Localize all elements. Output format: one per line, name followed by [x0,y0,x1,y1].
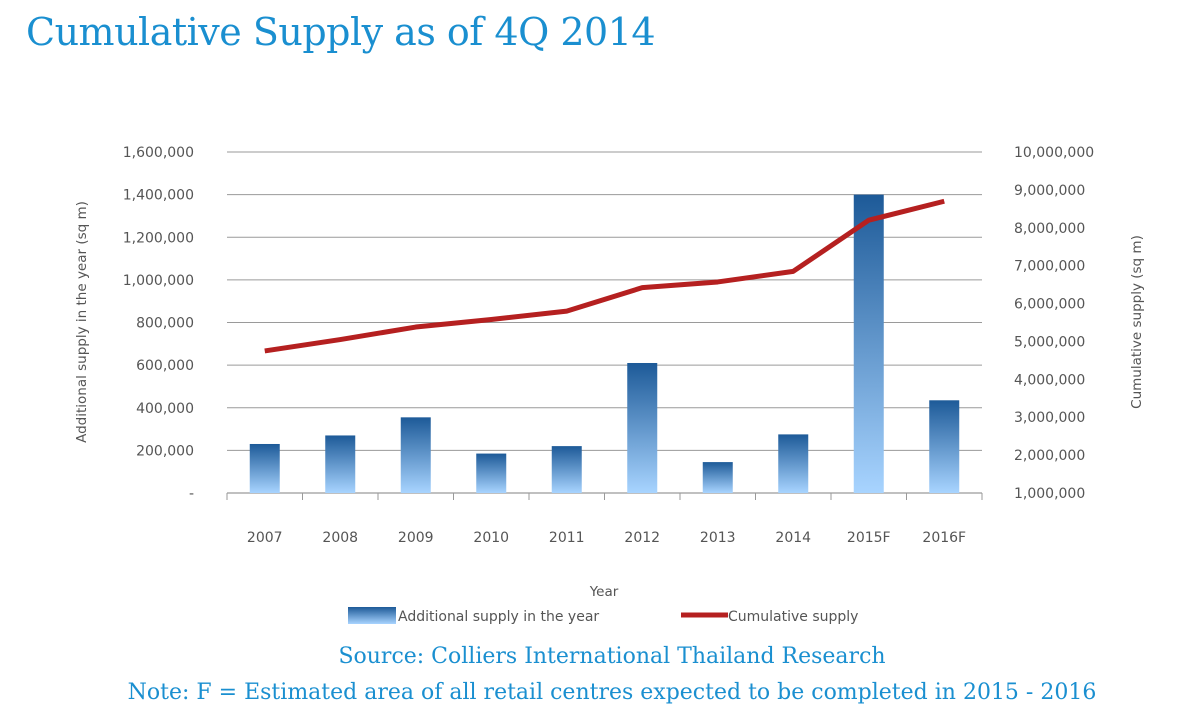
bar-2008 [325,435,356,493]
legend: Additional supply in the year Cumulative… [348,607,858,625]
left-tick-label: 800,000 [136,316,194,332]
bar-2014 [778,434,809,493]
left-tick-label: 1,000,000 [123,273,194,289]
bars [249,194,960,493]
left-tick-label: 200,000 [136,443,194,459]
right-tick-label: 5,000,000 [1014,334,1085,350]
left-tick-label: 1,600,000 [123,145,194,161]
x-axis-title: Year [589,584,619,600]
left-tick-label: 600,000 [136,358,194,374]
right-tick-label: 3,000,000 [1014,410,1085,426]
source-note: Source: Colliers International Thailand … [338,644,886,669]
left-tick-label: 400,000 [136,401,194,417]
left-axis-title: Additional supply in the year (sq m) [74,201,90,443]
bar-2010 [476,453,507,493]
right-tick-label: 10,000,000 [1014,145,1094,161]
x-tick-label: 2007 [247,530,283,546]
left-tick-label: 1,200,000 [123,230,194,246]
chart: -200,000400,000600,000800,0001,000,0001,… [74,145,1145,625]
bar-2007 [249,443,280,493]
x-tick-label: 2008 [322,530,358,546]
right-tick-label: 2,000,000 [1014,448,1085,464]
right-tick-label: 1,000,000 [1014,486,1085,502]
cumulative-supply-line [264,198,945,354]
x-tick-label: 2016F [922,530,966,546]
x-tick-label: 2014 [775,530,811,546]
right-axis-ticks: 1,000,000 2,000,000 3,000,000 4,000,000 5,00… [1014,145,1094,502]
right-tick-label: 8,000,000 [1014,221,1085,237]
legend-line-label: Cumulative supply [728,609,858,625]
right-tick-label: 6,000,000 [1014,297,1085,313]
x-tick-label: 2015F [847,530,891,546]
bar-2009 [400,417,431,493]
page-title: Cumulative Supply as of 4Q 2014 [26,10,656,54]
right-tick-label: 9,000,000 [1014,183,1085,199]
legend-bar-swatch [348,607,396,624]
right-tick-label: 7,000,000 [1014,259,1085,275]
bar-2011 [551,446,582,493]
x-axis-ticks: 2007 2008 2009 2010 2011 2012 2013 2014 2015F 201… [247,530,966,546]
estimate-note: Note: F = Estimated area of all retail c… [127,680,1097,705]
bar-2013 [702,462,733,493]
legend-bar-label: Additional supply in the year [398,609,599,625]
x-tick-label: 2012 [624,530,660,546]
x-tick-label: 2011 [549,530,585,546]
x-tick-label: 2009 [398,530,434,546]
bar-2012 [627,362,658,493]
bar-2016F [929,400,960,493]
left-tick-label: - [189,486,194,502]
right-tick-label: 4,000,000 [1014,372,1085,388]
bar-2015F [853,194,884,493]
x-tick-label: 2013 [700,530,736,546]
cumulative-line-group [264,198,945,354]
left-tick-label: 1,400,000 [123,188,194,204]
right-axis-title: Cumulative supply (sq m) [1129,235,1145,409]
left-axis-ticks: - 200,000 400,000 600,000 800,000 1,000,000 1,… [123,145,194,502]
x-tick-label: 2010 [473,530,509,546]
